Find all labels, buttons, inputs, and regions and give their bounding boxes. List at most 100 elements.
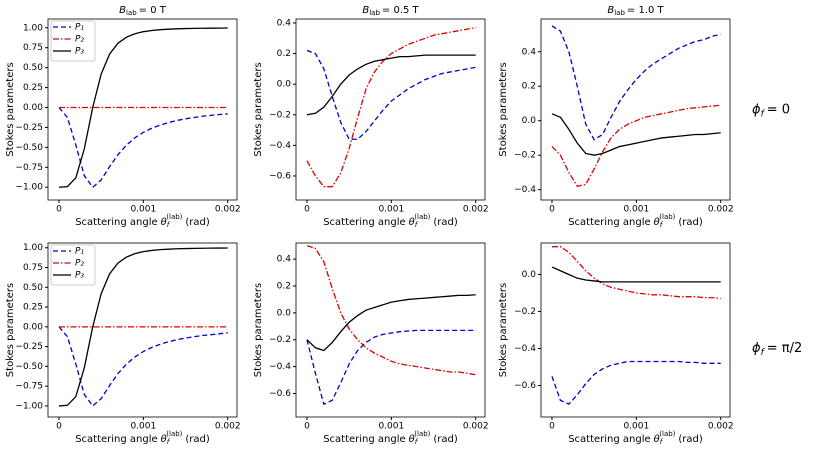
x-tick-label: 0.002 (215, 205, 241, 215)
y-tick-label: −0.2 (514, 307, 536, 317)
plot-frame (47, 242, 238, 418)
x-label-text: Scattering angle (323, 217, 405, 228)
y-tick-label: 0.25 (23, 83, 43, 93)
title-text: = 0 T (139, 5, 167, 16)
row-text: = 0 (767, 102, 790, 117)
x-tick-label: 0.002 (708, 205, 734, 215)
legend-label: P₁ (75, 247, 84, 257)
x-label-symbol: θ (161, 434, 167, 445)
y-tick-label: 0.00 (23, 322, 43, 332)
x-axis-label: Scattering angle θf(lab) (rad) (568, 213, 703, 229)
x-tick-label: 0.001 (378, 422, 404, 432)
x-label-symbol: θ (654, 217, 660, 228)
plot-frame (295, 242, 486, 418)
x-label-unit: (rad) (433, 434, 457, 445)
y-tick-label: 0.0 (277, 80, 292, 90)
x-tick-label: 0.002 (463, 422, 489, 432)
y-tick-label: −0.75 (15, 163, 43, 173)
x-label-symbol: θ (161, 217, 167, 228)
x-tick-label: 0 (549, 422, 555, 432)
panel-title: Blab = 1.0 T (607, 5, 664, 17)
y-axis-label: Stokes parameters (253, 62, 264, 156)
x-label-sub: f (167, 438, 171, 446)
y-tick-label: −0.6 (269, 171, 291, 181)
y-tick-label: 0.00 (23, 103, 43, 113)
y-tick-label: 1.00 (23, 23, 43, 33)
y-axis-label: Stokes parameters (5, 62, 16, 156)
row-sub: f (761, 348, 766, 358)
y-tick-label: −0.25 (15, 342, 43, 352)
title-symbol: B (362, 5, 369, 16)
x-tick-label: 0.002 (215, 422, 241, 432)
x-tick-label: 0.001 (623, 422, 649, 432)
panel-title: Blab = 0.5 T (362, 5, 419, 17)
x-label-symbol: θ (409, 217, 415, 228)
series-line (551, 360, 721, 405)
legend-label: P₂ (75, 259, 84, 269)
x-tick-label: 0.002 (708, 422, 734, 432)
series-line (58, 326, 228, 407)
y-tick-label: −0.2 (514, 151, 536, 161)
y-tick-label: 0.0 (277, 308, 292, 318)
y-tick-label: −0.4 (514, 185, 536, 195)
y-tick-label: 0.4 (277, 255, 292, 265)
y-tick-label: −0.25 (15, 123, 43, 133)
y-tick-label: 0.0 (522, 270, 537, 280)
panel-title: Blab = 0 T (119, 5, 167, 17)
y-tick-label: 0.0 (522, 116, 537, 126)
y-tick-label: 0.2 (277, 49, 291, 59)
y-tick-label: −0.6 (514, 381, 536, 391)
x-tick-label: 0 (549, 205, 555, 215)
title-text: = 0.5 T (382, 5, 420, 16)
x-tick-label: 0.001 (130, 422, 156, 432)
series-line (306, 329, 476, 406)
y-tick-label: −0.2 (269, 335, 291, 345)
y-tick-label: −0.6 (269, 389, 291, 399)
x-axis-label: Scattering angle θf(lab) (rad) (323, 213, 458, 229)
x-label-unit: (rad) (678, 434, 702, 445)
series-line (306, 245, 476, 376)
row-symbol: ϕ (752, 102, 761, 117)
legend-label: P₂ (75, 35, 84, 45)
y-tick-label: 0.4 (522, 47, 537, 57)
y-axis-label: Stokes parameters (253, 283, 264, 377)
y-tick-label: −0.50 (15, 362, 43, 372)
y-tick-label: 0.4 (277, 18, 292, 28)
y-tick-label: −0.4 (269, 362, 291, 372)
x-tick-label: 0 (56, 422, 62, 432)
series-line (58, 247, 228, 407)
row-symbol: ϕ (752, 341, 761, 356)
x-tick-label: 0.001 (378, 205, 404, 215)
x-axis-label: Scattering angle θf(lab) (rad) (568, 430, 703, 446)
x-label-sub: f (167, 221, 171, 229)
y-tick-label: 0.75 (23, 263, 43, 273)
x-axis-label: Scattering angle θf(lab) (rad) (75, 213, 210, 229)
x-axis-label: Scattering angle θf(lab) (rad) (75, 430, 210, 446)
y-axis-label: Stokes parameters (5, 283, 16, 377)
legend-label: P₁ (75, 23, 84, 33)
title-symbol: B (119, 5, 126, 16)
y-tick-label: −0.4 (514, 344, 536, 354)
series-line (306, 49, 476, 140)
x-tick-label: 0.002 (463, 205, 489, 215)
y-tick-label: 1.00 (23, 243, 43, 253)
title-sub: lab (614, 9, 625, 17)
x-tick-label: 0 (56, 205, 62, 215)
y-tick-label: 0.75 (23, 43, 43, 53)
row-label: ϕf = 0 (752, 102, 790, 119)
series-line (551, 25, 721, 141)
y-tick-label: −0.4 (269, 141, 291, 151)
x-label-sup: (lab) (414, 430, 430, 438)
x-label-sub: f (660, 221, 664, 229)
row-label: ϕf = π/2 (752, 341, 802, 358)
title-symbol: B (607, 5, 614, 16)
series-line (551, 246, 721, 300)
x-label-text: Scattering angle (568, 217, 650, 228)
x-label-symbol: θ (654, 434, 660, 445)
x-tick-label: 0.001 (623, 205, 649, 215)
x-label-sub: f (660, 438, 664, 446)
y-tick-label: −0.2 (269, 110, 291, 120)
legend-label: P₃ (75, 47, 84, 57)
plot-frame (295, 18, 486, 201)
series-line (58, 27, 228, 188)
